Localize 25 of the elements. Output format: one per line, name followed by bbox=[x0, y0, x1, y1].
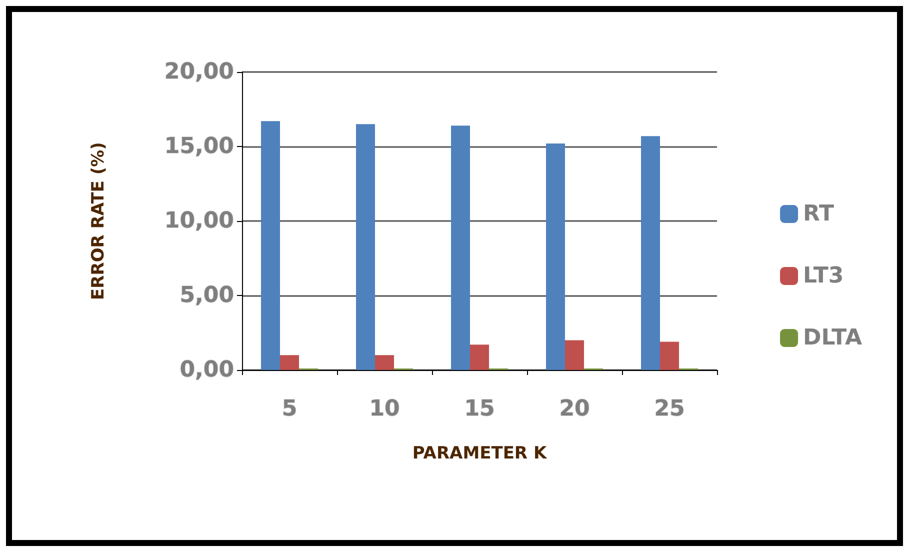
bar bbox=[546, 144, 565, 370]
bar bbox=[660, 342, 679, 370]
bar bbox=[375, 355, 394, 370]
bar bbox=[280, 355, 299, 370]
bar bbox=[261, 121, 280, 370]
bar bbox=[356, 124, 375, 370]
legend-label: LT3 bbox=[803, 264, 844, 288]
y-tick-label: 20,00 bbox=[164, 60, 234, 84]
y-tick-label: 10,00 bbox=[164, 208, 234, 234]
legend-label: RT bbox=[803, 202, 834, 226]
y-axis-title: ERROR RATE (%) bbox=[88, 142, 108, 300]
bar bbox=[470, 344, 489, 370]
y-tick-label: 15,00 bbox=[164, 134, 234, 159]
legend-label: DLTA bbox=[803, 326, 862, 350]
x-tick-label: 25 bbox=[654, 396, 685, 422]
bar bbox=[641, 136, 660, 370]
x-tick-label: 20 bbox=[559, 396, 590, 422]
y-tick-label: 5,00 bbox=[180, 283, 234, 308]
x-tick-label: 5 bbox=[282, 396, 298, 422]
y-tick-label: 0,00 bbox=[180, 358, 234, 382]
x-axis-title: PARAMETER K bbox=[412, 444, 548, 464]
bar bbox=[451, 126, 470, 370]
bar bbox=[565, 340, 584, 370]
x-tick-label: 10 bbox=[369, 396, 400, 422]
x-tick-label: 15 bbox=[464, 396, 495, 422]
